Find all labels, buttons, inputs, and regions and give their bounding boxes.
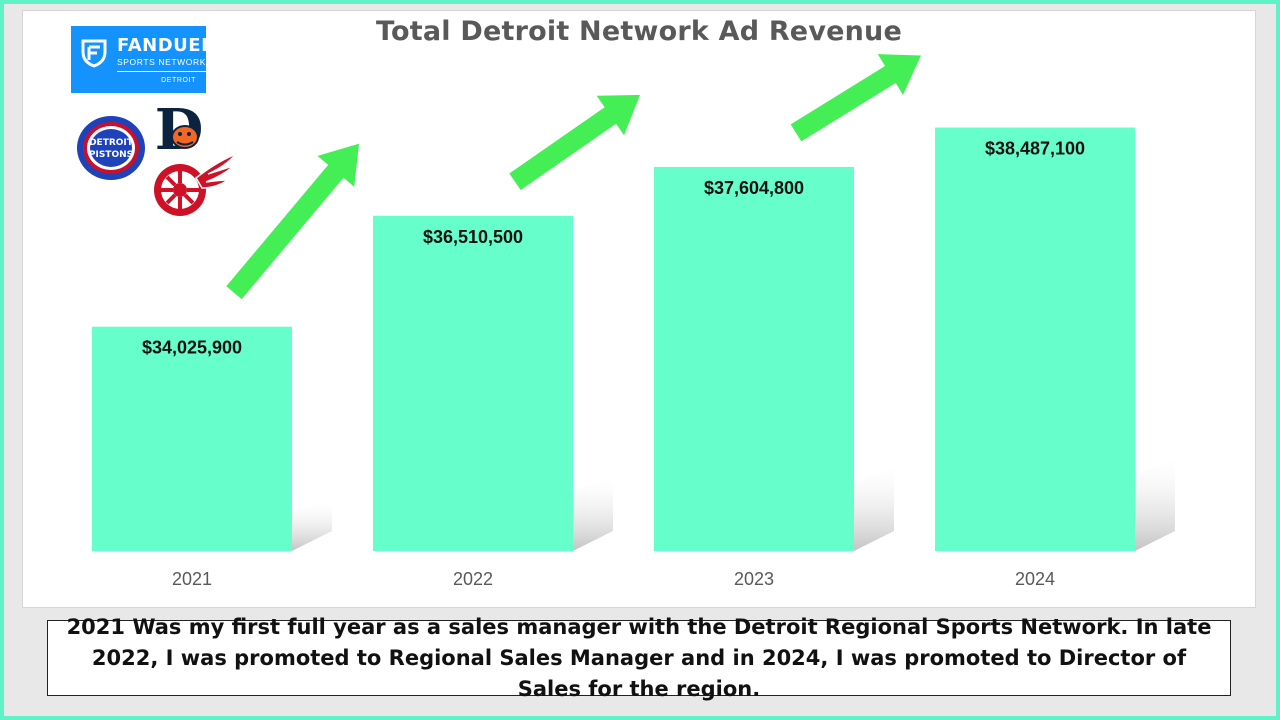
x-tick-label-2024: 2024	[1015, 569, 1055, 589]
value-label-2021: $34,025,900	[142, 338, 242, 358]
x-tick-label-2022: 2022	[453, 569, 493, 589]
detroit-tigers-logo: D	[155, 97, 204, 159]
growth-arrow-2022	[226, 143, 359, 300]
fanduel-city: DETROIT	[161, 77, 196, 84]
bar-shadow	[854, 466, 894, 551]
pistons-logo-text-top: DETROIT	[89, 138, 134, 148]
fanduel-wordmark: FANDUEL	[117, 35, 214, 56]
bar-shadow	[573, 477, 613, 551]
bar-shadow	[1135, 457, 1175, 551]
bar-2023	[654, 166, 854, 551]
fanduel-shield-icon	[81, 39, 107, 68]
caption-box: 2021 Was my first full year as a sales m…	[47, 615, 1231, 701]
value-label-2022: $36,510,500	[423, 227, 523, 247]
pistons-logo-text-bottom: PISTONS	[89, 150, 133, 160]
detroit-red-wings-logo	[154, 153, 237, 216]
bar-2021	[92, 326, 292, 551]
fanduel-subtitle: SPORTS NETWORK	[117, 57, 206, 72]
bar-2022	[373, 215, 573, 551]
fanduel-sports-network-logo: FANDUEL SPORTS NETWORK DETROIT	[71, 26, 213, 93]
chart-title: Total Detroit Network Ad Revenue	[376, 16, 902, 47]
value-label-2024: $38,487,100	[985, 139, 1085, 159]
detroit-pistons-logo: DETROIT PISTONS	[77, 116, 145, 180]
x-tick-label-2021: 2021	[172, 569, 212, 589]
bar-shadow	[292, 501, 332, 551]
growth-arrow-2023	[509, 94, 640, 190]
x-tick-label-2023: 2023	[734, 569, 774, 589]
bar-2024	[935, 127, 1135, 551]
growth-arrow-2024	[790, 54, 921, 142]
value-label-2023: $37,604,800	[704, 178, 804, 198]
